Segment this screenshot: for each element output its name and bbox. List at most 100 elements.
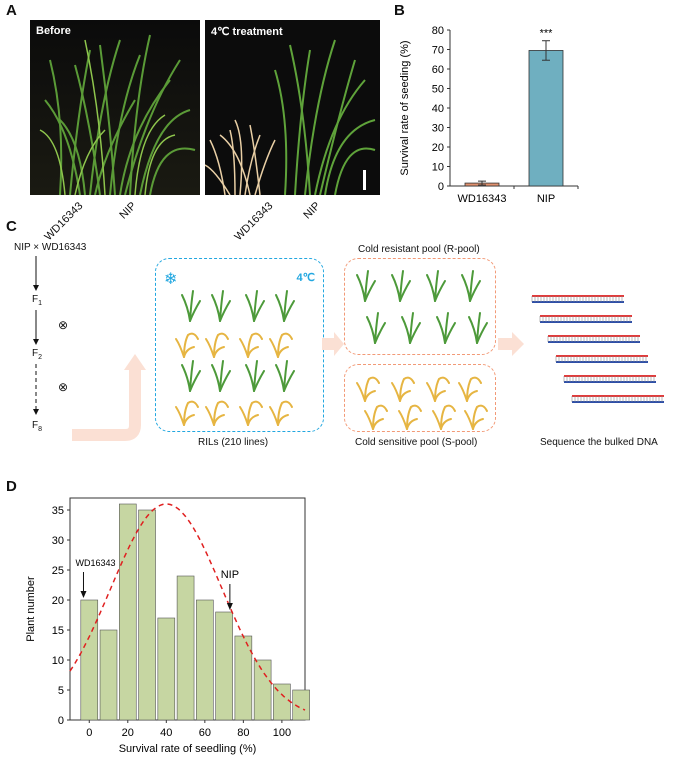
s-pool-box [344, 364, 496, 432]
ril-sensitive-plant [205, 400, 229, 426]
d-histogram-bar [253, 659, 272, 721]
gen-f1: F1 [32, 294, 43, 307]
panel-label-c: C [6, 218, 17, 235]
temp-label: 4℃ [296, 272, 315, 284]
b-significance: *** [540, 28, 554, 40]
d-histogram-bar [215, 611, 233, 721]
d-histogram-bar [292, 689, 310, 721]
d-x-tick-label: 20 [122, 727, 134, 739]
b-y-tick-label: 10 [432, 162, 444, 174]
r-pool-plant [366, 312, 386, 344]
ril-caption: RILs (210 lines) [198, 437, 269, 448]
d-y-tick-label: 20 [52, 595, 64, 607]
b-y-tick-label: 30 [432, 123, 444, 135]
label-nip-after: NIP [301, 200, 323, 222]
dna-base-pairs [539, 316, 631, 322]
d-histogram-bar [99, 629, 118, 721]
ril-box: ❄ 4℃ [155, 258, 324, 432]
ril-resistant-plant [275, 290, 295, 322]
panel-label-a: A [6, 2, 17, 19]
r-pool-plant [461, 270, 481, 302]
label-nip-before: NIP [117, 200, 139, 222]
d-x-tick-label: 80 [237, 727, 249, 739]
d-y-tick-label: 10 [52, 655, 64, 667]
r-pool-plants [356, 270, 488, 344]
r-pool-plant [468, 312, 488, 344]
rice-plants-before-image [30, 20, 200, 195]
b-y-tick-label: 0 [438, 181, 444, 193]
b-y-tick-label: 50 [432, 84, 444, 96]
panel-label-b: B [394, 2, 405, 19]
ril-sensitive-plant [269, 400, 293, 426]
ril-resistant-plant [245, 290, 265, 322]
arrow-to-pools [322, 332, 344, 356]
b-y-tick-label: 20 [432, 142, 444, 154]
d-y-tick-label: 30 [52, 535, 64, 547]
r-pool-plant [356, 270, 376, 302]
photo-treatment: 4℃ treatment [205, 20, 380, 195]
dna-base-pairs [571, 396, 663, 402]
b-category-label: NIP [537, 193, 555, 205]
s-pool-plant [464, 404, 488, 430]
selfing-symbol-1: ⊗ [58, 318, 69, 332]
scale-bar [363, 170, 366, 190]
gen-f8: F8 [32, 420, 43, 433]
d-annotation-label: NIP [221, 569, 239, 581]
s-pool-plant [364, 404, 388, 430]
survival-bar-chart: 0 10 20 30 40 50 60 70 80 WD16343 NIP *** Survival r… [399, 25, 579, 205]
rice-plants-after-image [205, 20, 380, 195]
panel-label-d: D [6, 478, 17, 495]
ril-resistant-plant [211, 360, 231, 392]
ril-sensitive-plant [239, 400, 263, 426]
s-pool-plant [356, 376, 380, 402]
dna-reads [531, 295, 664, 403]
s-pool-plant [398, 404, 422, 430]
r-pool-caption: Cold resistant pool (R-pool) [358, 244, 480, 255]
ril-sensitive-plant [239, 332, 263, 358]
ril-sensitive-plant [269, 332, 293, 358]
photo-treatment-title: 4℃ treatment [211, 26, 283, 38]
d-y-tick-label: 5 [58, 685, 64, 697]
b-y-tick-label: 40 [432, 103, 444, 115]
survival-histogram: 0 5 10 15 20 25 30 35 0 20 40 60 80 100 WD16343 NIP Surv… [25, 497, 310, 755]
dna-base-pairs [555, 356, 647, 362]
ril-sensitive-plant [175, 400, 199, 426]
s-pool-plant [432, 404, 456, 430]
d-histogram-bar [119, 503, 137, 721]
d-histogram-bar [196, 599, 214, 721]
ril-plants [175, 290, 295, 426]
d-x-tick-label: 0 [86, 727, 92, 739]
d-x-axis-label: Survival rate of seedling (%) [119, 743, 257, 755]
d-y-tick-label: 35 [52, 505, 64, 517]
d-histogram-bar [157, 617, 176, 721]
d-y-tick-label: 25 [52, 565, 64, 577]
s-pool-plants [356, 376, 488, 430]
ril-resistant-plant [181, 360, 201, 392]
r-pool-plant [426, 270, 446, 302]
d-y-tick-label: 0 [58, 715, 64, 727]
d-y-axis-label: Plant number [25, 576, 37, 642]
d-annotation-arrowhead [80, 591, 87, 598]
d-annotation-label: WD16343 [75, 558, 115, 568]
d-x-tick-label: 60 [199, 727, 211, 739]
ril-resistant-plant [211, 290, 231, 322]
cross-text: NIP × WD16343 [14, 242, 87, 253]
r-pool-plant [436, 312, 456, 344]
d-annotation-arrowhead [226, 603, 233, 610]
d-histogram-bar [138, 509, 156, 721]
d-histogram-bar [176, 575, 195, 721]
r-pool-plant [401, 312, 421, 344]
photo-before-title: Before [36, 25, 71, 37]
s-pool-caption: Cold sensitive pool (S-pool) [355, 437, 478, 448]
dna-base-pairs [563, 376, 655, 382]
dna-caption: Sequence the bulked DNA [540, 437, 658, 448]
snowflake-icon: ❄ [164, 271, 178, 288]
d-histogram-bar [234, 635, 253, 721]
ril-sensitive-plant [175, 332, 199, 358]
ril-resistant-plant [275, 360, 295, 392]
b-bar-NIP [528, 50, 564, 187]
d-normal-fit-curve [69, 503, 306, 711]
r-pool-box [344, 258, 496, 355]
s-pool-plant [391, 376, 415, 402]
photo-before: Before [30, 20, 200, 195]
